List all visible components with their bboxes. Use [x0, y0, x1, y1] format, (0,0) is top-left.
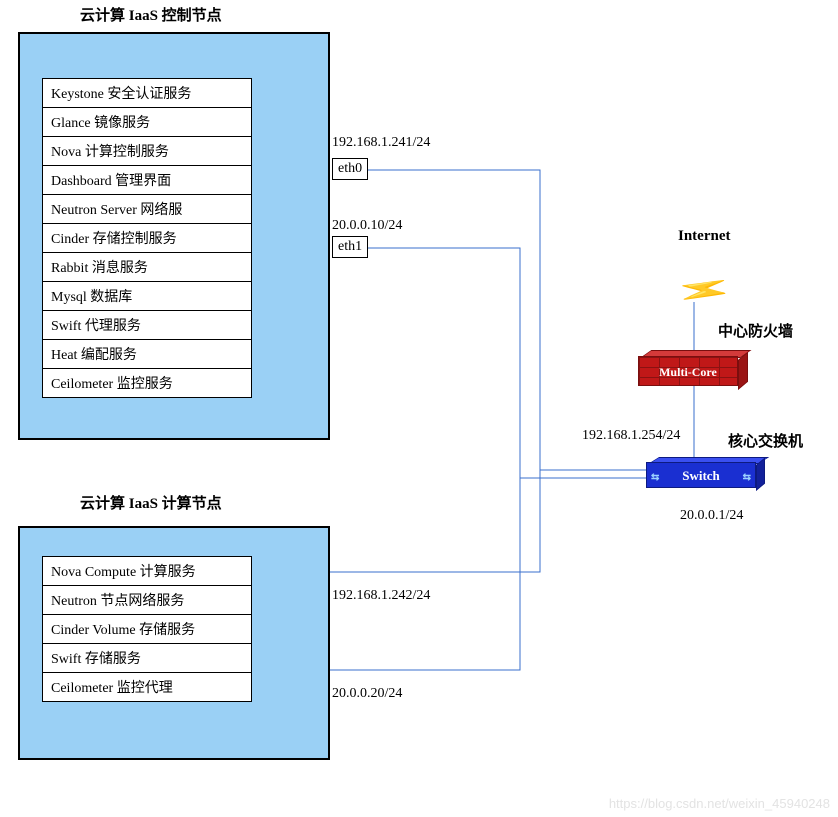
service-row: Dashboard 管理界面 [43, 166, 251, 195]
eth0-ip: 192.168.1.241/24 [332, 135, 430, 151]
service-row: Swift 存储服务 [43, 644, 251, 673]
control-node-title: 云计算 IaaS 控制节点 [80, 4, 222, 25]
service-row: Heat 编配服务 [43, 340, 251, 369]
firewall-device: Multi-Core [638, 356, 748, 394]
compute-ip2: 20.0.0.20/24 [332, 686, 402, 702]
firewall-text: Multi-Core [638, 356, 738, 386]
service-row: Rabbit 消息服务 [43, 253, 251, 282]
service-row: Keystone 安全认证服务 [43, 79, 251, 108]
control-node-services: Keystone 安全认证服务Glance 镜像服务Nova 计算控制服务Das… [42, 78, 252, 398]
firewall-label: 中心防火墙 [718, 320, 793, 341]
service-row: Glance 镜像服务 [43, 108, 251, 137]
service-row: Swift 代理服务 [43, 311, 251, 340]
switch-device: ⇆ Switch ⇆ [646, 462, 766, 496]
service-row: Ceilometer 监控服务 [43, 369, 251, 397]
service-row: Nova Compute 计算服务 [43, 557, 251, 586]
service-row: Nova 计算控制服务 [43, 137, 251, 166]
watermark: https://blog.csdn.net/weixin_45940248 [609, 796, 830, 811]
service-row: Ceilometer 监控代理 [43, 673, 251, 701]
switch-device-label: Switch [682, 468, 720, 483]
eth1-label: eth1 [332, 236, 368, 258]
compute-node-title: 云计算 IaaS 计算节点 [80, 492, 222, 513]
service-row: Cinder 存储控制服务 [43, 224, 251, 253]
switch-ip-below: 20.0.0.1/24 [680, 508, 743, 524]
compute-node-services: Nova Compute 计算服务Neutron 节点网络服务Cinder Vo… [42, 556, 252, 702]
eth1-ip: 20.0.0.10/24 [332, 218, 402, 234]
service-row: Mysql 数据库 [43, 282, 251, 311]
eth0-label: eth0 [332, 158, 368, 180]
service-row: Neutron Server 网络服 [43, 195, 251, 224]
switch-text: ⇆ Switch ⇆ [646, 462, 756, 488]
compute-ip1: 192.168.1.242/24 [332, 588, 430, 604]
service-row: Cinder Volume 存储服务 [43, 615, 251, 644]
switch-label: 核心交换机 [728, 430, 803, 451]
lightning-icon: ⚡ [669, 268, 739, 314]
service-row: Neutron 节点网络服务 [43, 586, 251, 615]
internet-label: Internet [678, 228, 731, 245]
switch-ip-above: 192.168.1.254/24 [582, 428, 680, 444]
